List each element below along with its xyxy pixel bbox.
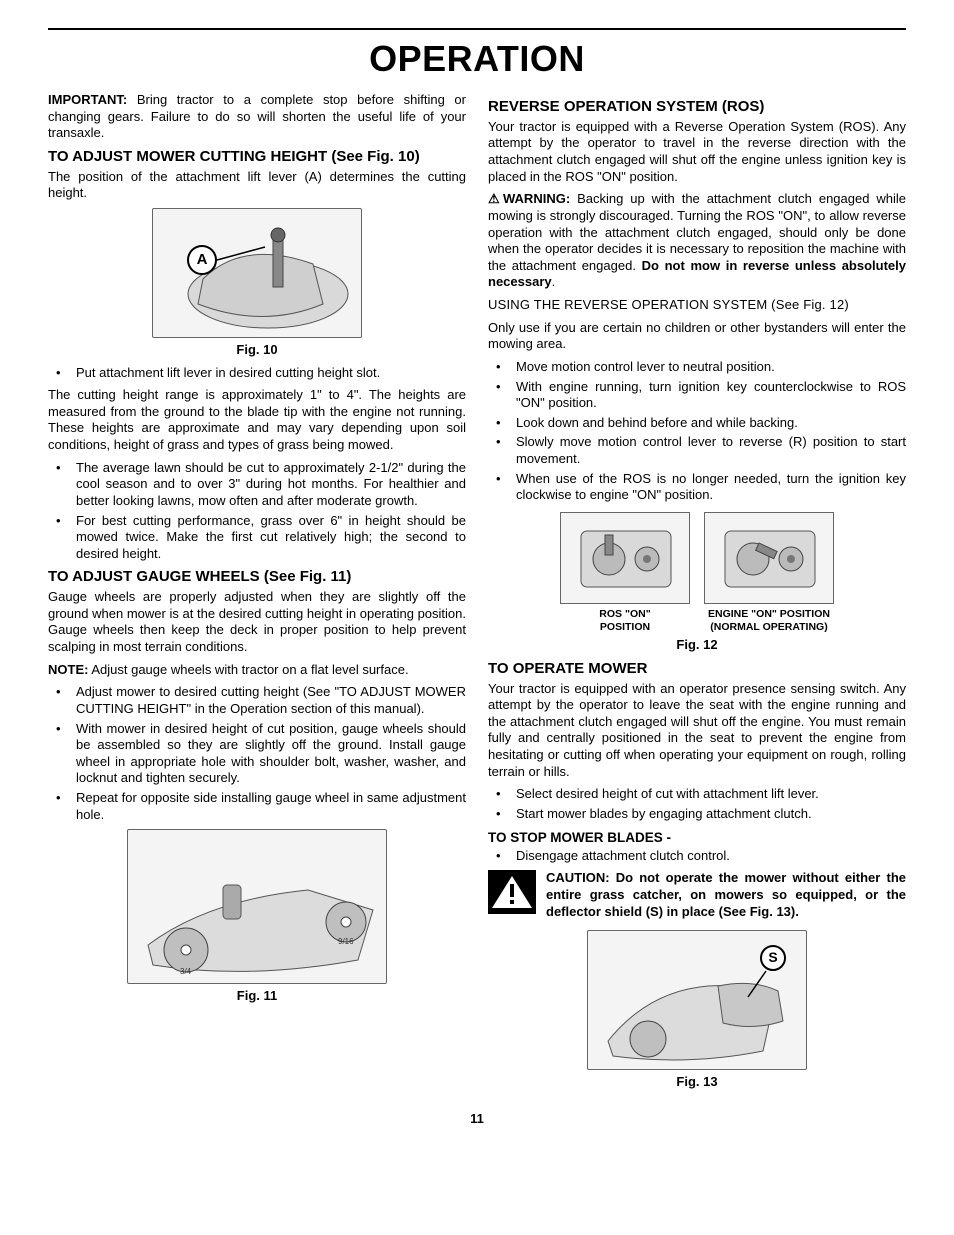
fig10-wrap: A bbox=[48, 208, 466, 338]
caution-block: CAUTION: Do not operate the mower withou… bbox=[488, 870, 906, 920]
fig11-image: 3/4 9/16 bbox=[127, 829, 387, 984]
list-item: Put attachment lift lever in desired cut… bbox=[48, 365, 466, 382]
page-title: OPERATION bbox=[48, 36, 906, 82]
caution-text: CAUTION: Do not operate the mower withou… bbox=[546, 870, 906, 920]
list-item: Slowly move motion control lever to reve… bbox=[488, 434, 906, 467]
list-item: For best cutting performance, grass over… bbox=[48, 513, 466, 563]
fig12-left-label-1: ROS "ON" bbox=[560, 608, 690, 621]
list-item: Start mower blades by engaging attachmen… bbox=[488, 806, 906, 823]
bullets-1: Put attachment lift lever in desired cut… bbox=[48, 365, 466, 382]
list-item: Select desired height of cut with attach… bbox=[488, 786, 906, 803]
page-number: 11 bbox=[48, 1111, 906, 1128]
fig11-wrap: 3/4 9/16 bbox=[48, 829, 466, 984]
fig12-left: ROS "ON" POSITION bbox=[560, 512, 690, 633]
operate-intro: Your tractor is equipped with an operato… bbox=[488, 681, 906, 781]
fig10-caption: Fig. 10 bbox=[48, 342, 466, 359]
gauge-intro: Gauge wheels are properly adjusted when … bbox=[48, 589, 466, 656]
important-note: IMPORTANT: Bring tractor to a complete s… bbox=[48, 92, 466, 142]
bullets-2: The average lawn should be cut to approx… bbox=[48, 460, 466, 563]
fig12-caption: Fig. 12 bbox=[488, 637, 906, 654]
list-item: With engine running, turn ignition key c… bbox=[488, 379, 906, 412]
svg-text:9/16: 9/16 bbox=[338, 937, 354, 946]
fig12-left-label-2: POSITION bbox=[560, 621, 690, 634]
right-column: REVERSE OPERATION SYSTEM (ROS) Your trac… bbox=[488, 92, 906, 1097]
fig10-image: A bbox=[152, 208, 362, 338]
fig13-caption: Fig. 13 bbox=[488, 1074, 906, 1091]
heading-ros: REVERSE OPERATION SYSTEM (ROS) bbox=[488, 98, 906, 117]
adjust-height-intro: The position of the attachment lift leve… bbox=[48, 169, 466, 202]
fig12-right-label-1: ENGINE "ON" POSITION bbox=[704, 608, 834, 621]
operate-bullets: Select desired height of cut with attach… bbox=[488, 786, 906, 822]
fig12-right-image bbox=[704, 512, 834, 604]
important-label: IMPORTANT: bbox=[48, 92, 127, 107]
using-ros-intro: Only use if you are certain no children … bbox=[488, 320, 906, 353]
heading-gauge-wheels: TO ADJUST GAUGE WHEELS (See Fig. 11) bbox=[48, 568, 466, 587]
two-column-layout: IMPORTANT: Bring tractor to a complete s… bbox=[48, 92, 906, 1097]
list-item: Look down and behind before and while ba… bbox=[488, 415, 906, 432]
heading-adjust-height: TO ADJUST MOWER CUTTING HEIGHT (See Fig.… bbox=[48, 148, 466, 167]
warning-icon: ⚠ bbox=[488, 191, 503, 206]
bullets-3: Adjust mower to desired cutting height (… bbox=[48, 684, 466, 823]
height-range-text: The cutting height range is approximatel… bbox=[48, 387, 466, 454]
top-rule bbox=[48, 28, 906, 30]
fig10-callout-a: A bbox=[187, 245, 217, 275]
fig12-left-image bbox=[560, 512, 690, 604]
fig13-wrap: S bbox=[488, 930, 906, 1070]
list-item: Move motion control lever to neutral pos… bbox=[488, 359, 906, 376]
list-item: Disengage attachment clutch control. bbox=[488, 848, 906, 865]
list-item: The average lawn should be cut to approx… bbox=[48, 460, 466, 510]
fig12-right-label-2: (NORMAL OPERATING) bbox=[704, 621, 834, 634]
fig12-right: ENGINE "ON" POSITION (NORMAL OPERATING) bbox=[704, 512, 834, 633]
list-item: When use of the ROS is no longer needed,… bbox=[488, 471, 906, 504]
list-item: Adjust mower to desired cutting height (… bbox=[48, 684, 466, 717]
left-column: IMPORTANT: Bring tractor to a complete s… bbox=[48, 92, 466, 1097]
ros-intro: Your tractor is equipped with a Reverse … bbox=[488, 119, 906, 186]
stop-bullets: Disengage attachment clutch control. bbox=[488, 848, 906, 865]
caution-label: CAUTION: bbox=[546, 870, 616, 885]
warning-label: WARNING: bbox=[503, 191, 570, 206]
warning-text-post: . bbox=[552, 274, 556, 289]
caution-triangle-icon bbox=[488, 870, 536, 914]
using-ros-heading: USING THE REVERSE OPERATION SYSTEM (See … bbox=[488, 297, 906, 314]
note-label: NOTE: bbox=[48, 662, 88, 677]
heading-operate-mower: TO OPERATE MOWER bbox=[488, 660, 906, 679]
fig11-caption: Fig. 11 bbox=[48, 988, 466, 1005]
gauge-note: NOTE: Adjust gauge wheels with tractor o… bbox=[48, 662, 466, 679]
heading-stop-blades: TO STOP MOWER BLADES - bbox=[488, 829, 906, 846]
list-item: Repeat for opposite side installing gaug… bbox=[48, 790, 466, 823]
svg-text:3/4: 3/4 bbox=[180, 967, 192, 976]
note-text: Adjust gauge wheels with tractor on a fl… bbox=[88, 662, 408, 677]
ros-bullets: Move motion control lever to neutral pos… bbox=[488, 359, 906, 504]
fig12-wrap: ROS "ON" POSITION ENGINE "ON" POSITION (… bbox=[488, 512, 906, 633]
fig13-image: S bbox=[587, 930, 807, 1070]
list-item: With mower in desired height of cut posi… bbox=[48, 721, 466, 788]
ros-warning: ⚠WARNING: Backing up with the attachment… bbox=[488, 191, 906, 291]
